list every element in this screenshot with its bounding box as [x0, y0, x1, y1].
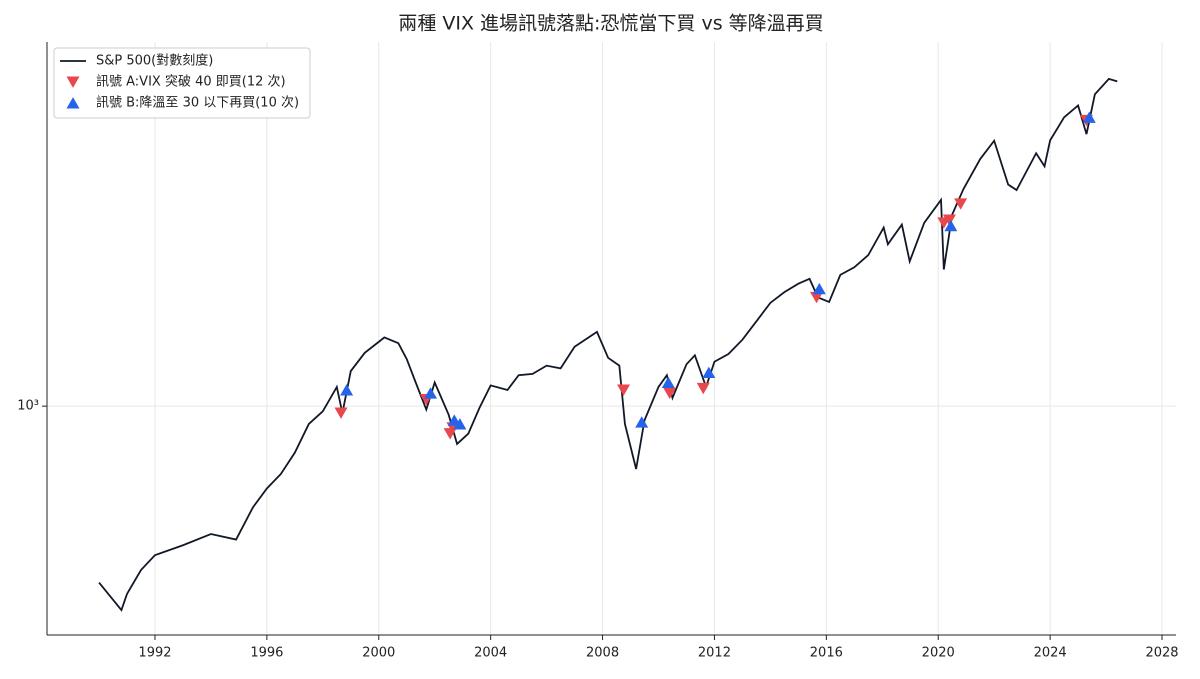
x-tick-label: 2000 — [362, 646, 395, 661]
signal-marker — [424, 387, 438, 399]
x-tick-label: 2008 — [586, 646, 619, 661]
x-tick-label: 2012 — [698, 646, 731, 661]
legend-swatch — [66, 97, 80, 109]
signal-marker — [696, 382, 710, 395]
x-tick-label: 1996 — [250, 646, 283, 661]
x-tick-label: 2016 — [810, 646, 843, 661]
signal-marker — [340, 384, 354, 396]
legend-box — [53, 47, 311, 119]
signal-marker — [942, 214, 956, 226]
x-tick-label: 2004 — [474, 646, 507, 661]
x-tick-label: 2020 — [922, 646, 955, 661]
signal-marker — [663, 387, 677, 399]
signal-marker — [453, 418, 467, 430]
legend: S&P 500(對數刻度) 訊號 A:VIX 突破 40 即買(12 次) 訊號 B… — [53, 47, 311, 119]
chart-title: 兩種 VIX 進場訊號落點:恐慌當下買 vs 等降溫再買 — [398, 13, 823, 35]
signal-marker — [635, 416, 649, 428]
signal-marker — [702, 366, 716, 378]
signal-marker — [334, 407, 348, 419]
price-line — [98, 77, 1118, 612]
legend-label: 訊號 B:降溫至 30 以下再買(10 次) — [96, 95, 299, 111]
legend-label: 訊號 A:VIX 突破 40 即買(12 次) — [96, 74, 286, 90]
signal-marker — [1082, 111, 1096, 123]
signal-marker — [810, 291, 824, 304]
signal-marker — [617, 384, 631, 396]
signal-marker — [661, 376, 675, 388]
signal-marker — [944, 219, 958, 232]
signal-marker — [954, 198, 968, 210]
legend-label: S&P 500(對數刻度) — [96, 53, 213, 69]
x-tick-label: 1992 — [138, 646, 171, 661]
x-tick-label: 2028 — [1145, 646, 1178, 661]
legend-swatch — [66, 76, 80, 88]
signal-marker — [812, 282, 826, 295]
x-tick-label: 2024 — [1034, 646, 1067, 661]
y-tick-label: 10³ — [17, 399, 39, 414]
